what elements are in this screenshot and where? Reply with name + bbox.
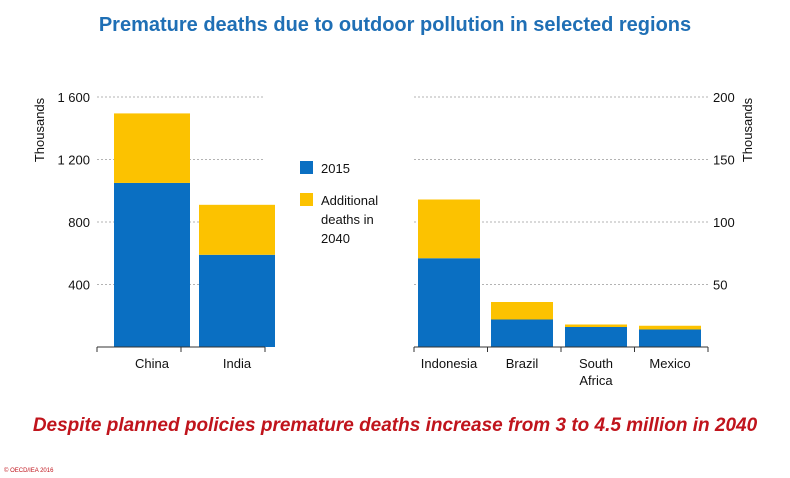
legend-swatch-1 (300, 193, 313, 206)
category-label-0-1-0: India (223, 356, 252, 371)
y-tick-label-0-3: 1 600 (57, 90, 90, 105)
y-axis-label-1: Thousands (740, 97, 755, 162)
bar-0-0-1 (114, 113, 190, 183)
legend-label-1-1: deaths in (321, 212, 374, 227)
y-tick-label-1-1: 100 (713, 215, 735, 230)
bar-1-0-0 (418, 258, 480, 347)
copyright-text: © OECD/IEA 2016 (4, 468, 54, 474)
bar-1-2-1 (565, 324, 627, 327)
y-axis-label-0: Thousands (32, 97, 47, 162)
legend-label-1-2: 2040 (321, 231, 350, 246)
bar-0-0-0 (114, 182, 190, 347)
bar-0-1-0 (199, 254, 275, 347)
y-tick-label-0-0: 400 (68, 278, 90, 293)
bar-1-2-0 (565, 327, 627, 347)
category-label-0-0-0: China (135, 356, 170, 371)
y-tick-label-1-0: 50 (713, 278, 727, 293)
y-tick-label-0-1: 800 (68, 215, 90, 230)
bar-1-3-0 (639, 329, 701, 347)
bar-0-1-1 (199, 204, 275, 255)
legend-label-1-0: Additional (321, 193, 378, 208)
category-label-1-3-0: Mexico (649, 356, 690, 371)
headline-text: Despite planned policies premature death… (32, 415, 758, 436)
legend-swatch-0 (300, 161, 313, 174)
y-tick-label-1-2: 150 (713, 153, 735, 168)
y-tick-label-1-3: 200 (713, 90, 735, 105)
bar-1-1-0 (491, 319, 553, 347)
y-tick-label-0-2: 1 200 (57, 153, 90, 168)
category-label-1-1-0: Brazil (506, 356, 539, 371)
legend-label-0-0: 2015 (321, 161, 350, 176)
category-label-1-0-0: Indonesia (421, 356, 478, 371)
category-label-1-2-0: South (579, 356, 613, 371)
bar-1-1-1 (491, 302, 553, 320)
bar-1-3-1 (639, 325, 701, 330)
chart-title: Premature deaths due to outdoor pollutio… (98, 14, 692, 36)
category-label-1-2-1: Africa (579, 373, 613, 388)
bar-1-0-1 (418, 199, 480, 259)
